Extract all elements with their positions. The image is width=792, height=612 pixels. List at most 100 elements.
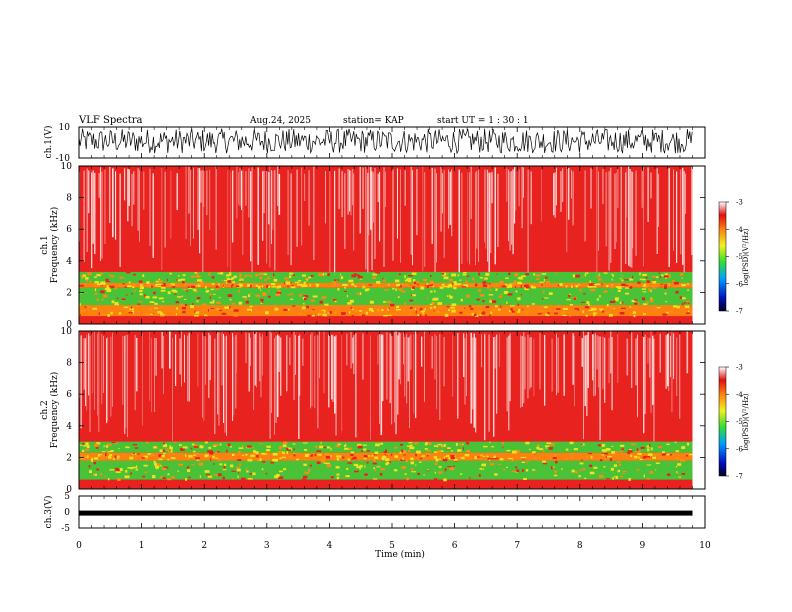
spectrogram-streak [604, 337, 606, 403]
spectrogram-speckle [483, 445, 488, 448]
spectrogram-speckle [409, 306, 413, 309]
spectrogram-streak [508, 335, 510, 431]
spectrogram-speckle [167, 473, 170, 476]
spectrogram-streak [497, 173, 499, 247]
spectrogram-speckle [354, 285, 356, 287]
spectrogram-streak [100, 167, 101, 261]
spectrogram-band [79, 271, 693, 283]
spectrogram-speckle [191, 464, 195, 466]
spectrogram-speckle [404, 279, 408, 282]
spectrogram-speckle [443, 276, 449, 280]
spectrogram-speckle [289, 275, 292, 278]
spectrogram-speckle [219, 272, 224, 275]
spectrogram-streak [128, 169, 130, 206]
spectrogram-streak [134, 334, 136, 411]
ch1-waveform-line [78, 128, 693, 155]
spectrogram-streak [175, 334, 177, 386]
spectrogram-speckle [110, 450, 114, 453]
spectrogram-speckle [460, 298, 463, 302]
spectrogram-speckle [426, 469, 429, 471]
spectrogram-streak [476, 171, 478, 249]
spectrogram-streak [635, 338, 637, 386]
spectrogram-speckle [541, 284, 543, 286]
spectrogram-speckle [511, 310, 515, 313]
spectrogram-speckle [545, 313, 550, 316]
spectrogram-streak [410, 166, 413, 255]
spectrogram-speckle [466, 454, 469, 457]
spectrogram-speckle [117, 478, 121, 481]
spectrogram-streak [653, 338, 655, 442]
spectrogram-speckle [412, 279, 416, 282]
spectrogram-streak [202, 333, 203, 418]
spectrogram-speckle [263, 279, 267, 281]
spectrogram-streak [124, 335, 126, 435]
spectrogram-speckle [265, 311, 269, 315]
spectrogram-speckle [364, 464, 366, 468]
spectrogram-speckle [100, 281, 106, 284]
spectrogram-speckle [375, 272, 381, 274]
spectrogram-speckle [347, 458, 350, 461]
spectrogram-speckle [488, 294, 494, 296]
spectrogram-speckle [542, 460, 547, 463]
spectrogram-speckle [410, 457, 414, 461]
spectrogram-speckle [506, 449, 511, 452]
spectrogram-speckle [462, 273, 467, 276]
spectrogram-streak [362, 333, 364, 380]
time-axis: 0 1 2 3 4 5 6 7 8 9 10 [76, 127, 711, 551]
spectrogram-speckle [442, 458, 448, 462]
spectrogram-speckle [269, 284, 272, 287]
spectrogram-speckle [135, 305, 138, 307]
spectrogram-speckle [432, 285, 434, 288]
spectrogram-streak [394, 331, 395, 423]
spectrogram-streak [484, 169, 486, 243]
spectrogram-speckle [525, 441, 530, 445]
spectrogram-speckle [230, 446, 232, 448]
spectrogram-speckle [158, 458, 163, 461]
spectrogram-speckle [410, 461, 414, 465]
spectrogram-streak [91, 172, 93, 269]
spectrogram-speckle [238, 447, 244, 449]
spectrogram-speckle [506, 466, 508, 468]
spectrogram-streak [188, 166, 190, 214]
spectrogram-speckle [236, 459, 239, 461]
spectrogram-speckle [596, 275, 601, 278]
spectrogram-speckle [268, 295, 271, 298]
spectrogram-speckle [510, 283, 516, 285]
spectrogram-speckle [544, 276, 548, 279]
spectrogram-speckle [632, 275, 634, 279]
spectrogram-speckle [474, 456, 477, 460]
spectrogram-speckle [253, 450, 256, 453]
spectrogram-speckle [409, 299, 413, 302]
spectrogram-speckle [611, 278, 613, 281]
spectrogram-speckle [430, 280, 434, 284]
spectrogram-streak [683, 171, 685, 273]
spectrogram-speckle [415, 453, 417, 457]
spectrogram-speckle [505, 277, 509, 279]
spectrogram-speckle [514, 273, 519, 277]
spectrogram-speckle [231, 277, 235, 280]
spectrogram-speckle [464, 311, 467, 315]
spectrogram-speckle [316, 284, 319, 288]
spectrogram-speckle [675, 290, 679, 294]
spectrogram-speckle [227, 443, 231, 446]
spectrogram-streak [155, 338, 157, 376]
spectrogram-streak [205, 336, 206, 385]
spectrogram-speckle [145, 313, 150, 316]
spectrogram-speckle [169, 446, 173, 450]
spectrogram-speckle [232, 478, 234, 480]
spectrogram-ytick-label: 6 [66, 225, 72, 235]
spectrogram-speckle [507, 456, 511, 458]
spectrogram-streak [161, 332, 163, 369]
spectrogram-speckle [686, 300, 690, 303]
ch2-spectrogram-image [79, 331, 705, 489]
spectrogram-streak [101, 334, 103, 405]
spectrogram-streak [409, 336, 410, 429]
spectrogram-speckle [655, 462, 660, 464]
spectrogram-speckle [265, 445, 267, 447]
spectrogram-speckle [634, 451, 636, 454]
spectrogram-speckle [285, 281, 291, 285]
spectrogram-speckle [271, 283, 273, 285]
spectrogram-speckle [665, 276, 667, 279]
spectrogram-streak [691, 166, 693, 256]
